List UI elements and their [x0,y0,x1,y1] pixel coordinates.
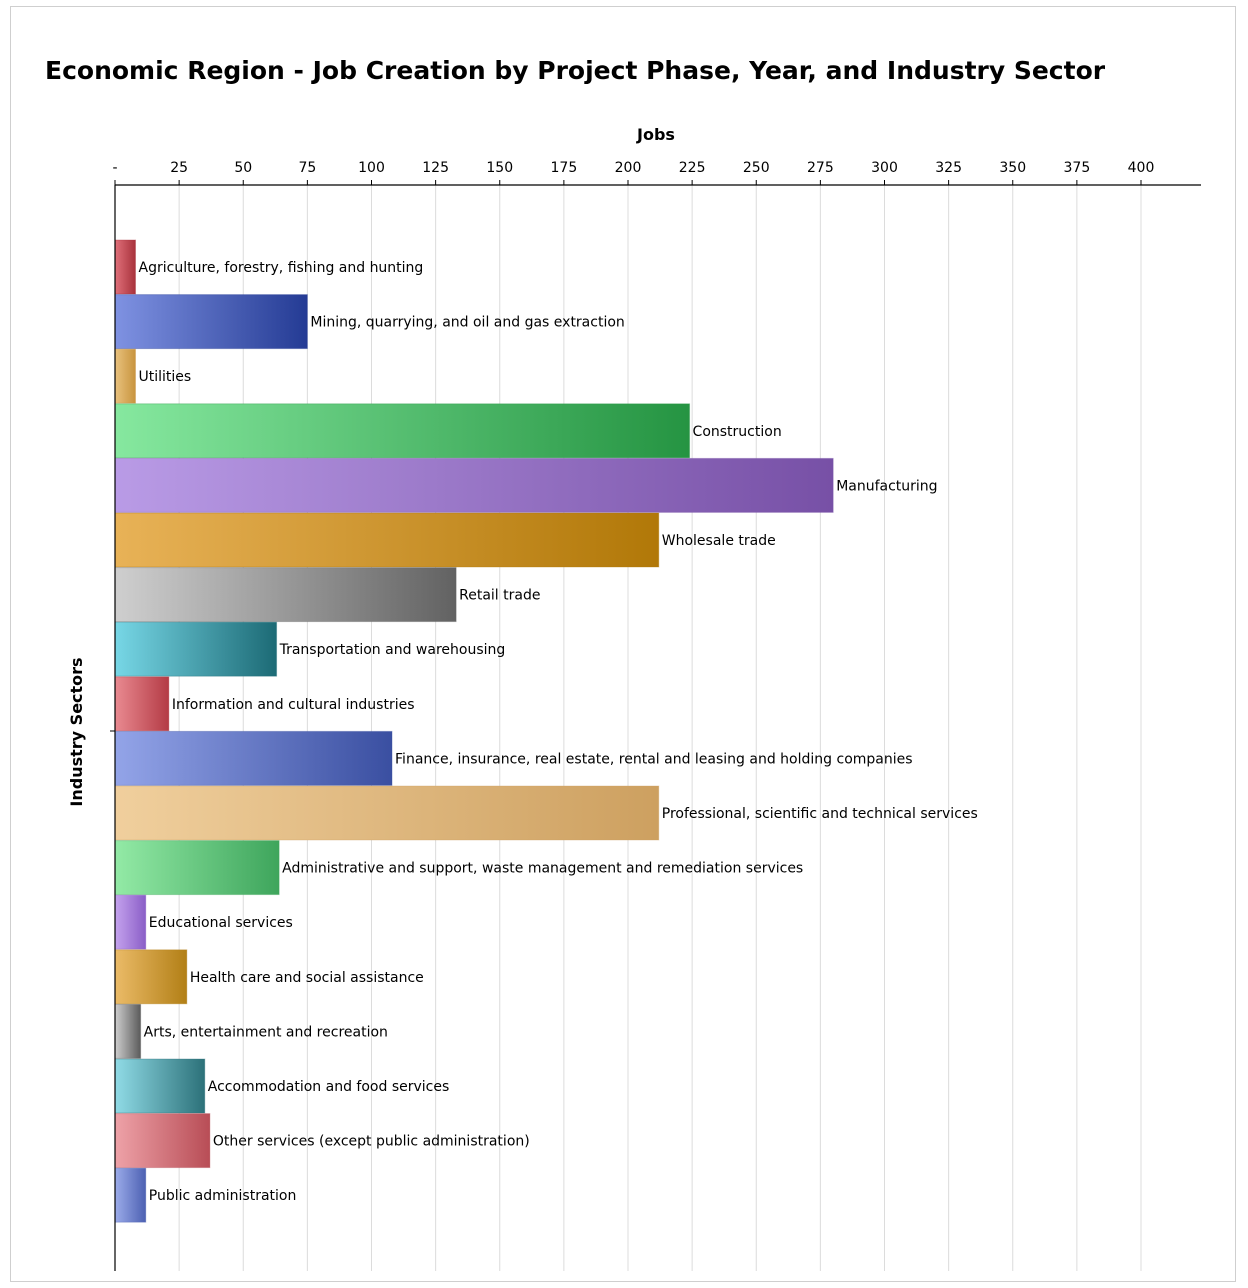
bar[interactable] [114,567,457,623]
bar[interactable] [114,1113,211,1169]
x-axis-ticks: - 25 50 75 100 125 150 175 200 225 250 275 300 325 350… [112,160,1154,185]
bar-label: Other services (except public administra… [213,1134,530,1150]
bar[interactable] [114,512,660,568]
bar-label: Agriculture, forestry, fishing and hunti… [139,260,424,276]
bar[interactable] [114,840,280,896]
chart-svg: Economic Region - Job Creation by Projec… [45,56,1201,1271]
x-tick-label: 325 [935,160,962,176]
bar[interactable] [114,239,137,295]
x-tick-label: 200 [615,160,642,176]
x-tick-label: 300 [871,160,898,176]
bar[interactable] [114,1167,147,1223]
bar[interactable] [114,1058,206,1114]
bar-label: Retail trade [459,588,540,604]
bar-label: Professional, scientific and technical s… [662,806,978,822]
bar[interactable] [114,294,308,350]
bar-label: Utilities [139,369,192,385]
x-tick-label: 250 [743,160,770,176]
bar[interactable] [114,457,834,513]
bar-label: Public administration [149,1188,297,1204]
y-axis-title: Industry Sectors [67,657,86,806]
chart-frame: Economic Region - Job Creation by Projec… [10,6,1236,1282]
bar-label: Transportation and warehousing [279,642,506,658]
bar-label: Construction [693,424,782,440]
chart-title: Economic Region - Job Creation by Projec… [45,56,1106,85]
bar-labels: Agriculture, forestry, fishing and hunti… [139,260,978,1204]
x-tick-label: 350 [999,160,1026,176]
bar-label: Finance, insurance, real estate, rental … [395,751,913,767]
bar[interactable] [114,403,691,459]
bar-label: Health care and social assistance [190,970,424,986]
x-tick-label: 125 [422,160,449,176]
bar[interactable] [114,676,170,732]
bar-label: Mining, quarrying, and oil and gas extra… [310,315,624,331]
bar[interactable] [114,730,393,786]
bar[interactable] [114,1003,142,1059]
bar[interactable] [114,348,137,404]
bars [114,239,834,1223]
x-tick-label: 25 [170,160,188,176]
x-tick-label: 225 [679,160,706,176]
x-tick-label: 375 [1064,160,1091,176]
bar[interactable] [114,621,278,677]
grid-lines [178,185,1142,1271]
x-tick-label: 150 [486,160,513,176]
x-tick-label: 275 [807,160,834,176]
bar-label: Educational services [149,915,293,931]
x-axis-title: Jobs [636,125,675,144]
x-tick-label: - [112,160,117,176]
x-tick-label: 75 [298,160,316,176]
bar-label: Accommodation and food services [208,1079,450,1095]
bar-label: Wholesale trade [662,533,776,549]
axes [110,184,1201,1271]
bar[interactable] [114,894,147,950]
bar[interactable] [114,785,660,841]
bar-label: Administrative and support, waste manage… [282,861,803,877]
x-tick-label: 175 [551,160,578,176]
bar-label: Manufacturing [836,478,937,494]
bar[interactable] [114,949,188,1005]
x-tick-label: 100 [358,160,385,176]
bar-label: Arts, entertainment and recreation [144,1024,388,1040]
x-tick-label: 400 [1128,160,1155,176]
bar-label: Information and cultural industries [172,697,415,713]
x-tick-label: 50 [234,160,252,176]
